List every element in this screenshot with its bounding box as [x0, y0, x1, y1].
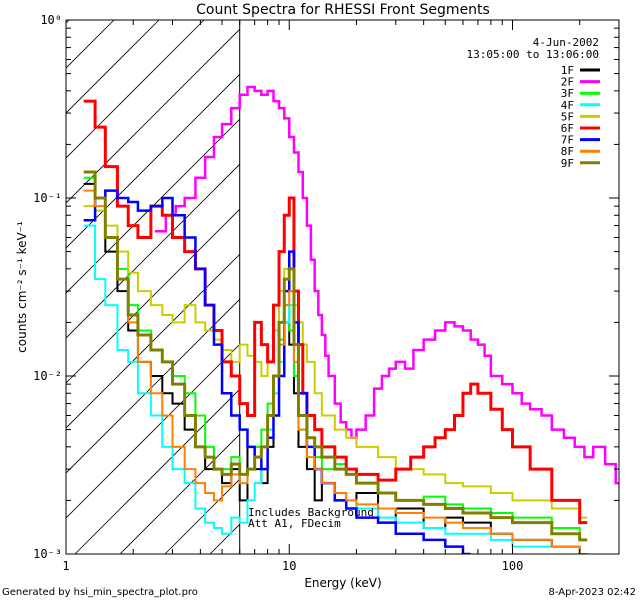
- series-layer: [83, 85, 619, 554]
- legend-label-3f: 3F: [561, 87, 574, 100]
- legend-label-7f: 7F: [561, 134, 574, 147]
- hatch-stroke: [345, 20, 640, 554]
- hatch-stroke: [66, 253, 240, 429]
- legend-label-1f: 1F: [561, 64, 574, 77]
- hatch-stroke: [66, 118, 240, 294]
- series-2f: [154, 85, 619, 485]
- legend-label-5f: 5F: [561, 110, 574, 123]
- hatch-stroke: [66, 20, 205, 159]
- hatch-stroke: [525, 20, 640, 554]
- hatch-stroke: [66, 298, 240, 474]
- axis-ticks: 1 10 100 10⁻³ 10⁻² 10⁻¹ 10⁰: [33, 13, 620, 573]
- generated-by-footer: Generated by hsi_min_spectra_plot.pro: [2, 587, 198, 598]
- x-tick-label: 10: [282, 559, 296, 573]
- y-tick-label: 10⁻³: [33, 547, 62, 561]
- hatch-stroke: [74, 388, 240, 554]
- y-tick-label: 10⁰: [40, 13, 62, 27]
- time-range-label: 13:05:00 to 13:06:00: [467, 48, 599, 61]
- timestamp-footer: 8-Apr-2023 02:42: [549, 587, 636, 598]
- y-axis-label: counts cm⁻² s⁻¹ keV⁻¹: [15, 221, 29, 353]
- hatch-stroke: [66, 163, 240, 339]
- hatch-stroke: [66, 208, 240, 384]
- y-tick-label: 10⁻¹: [33, 191, 62, 205]
- series-5f: [83, 205, 588, 519]
- annotation-background: Includes Background: [248, 506, 374, 519]
- hatch-stroke: [66, 343, 240, 519]
- legend-label-9f: 9F: [561, 157, 574, 170]
- series-7f: [83, 189, 471, 554]
- hatch-stroke: [66, 20, 70, 24]
- hatch-stroke: [66, 28, 240, 204]
- chart-title: Count Spectra for RHESSI Front Segments: [196, 2, 490, 18]
- hatch-stroke: [435, 20, 640, 554]
- series-9f: [83, 170, 588, 542]
- hatch-stroke: [570, 20, 640, 554]
- x-axis-label: Energy (keV): [304, 576, 381, 590]
- hatch-stroke: [66, 73, 240, 249]
- series-6f: [83, 99, 588, 525]
- hatch-stroke: [66, 20, 160, 114]
- legend-label-8f: 8F: [561, 145, 574, 158]
- hatch-stroke: [119, 433, 240, 554]
- legend-label-6f: 6F: [561, 122, 574, 135]
- hatch-stroke: [255, 20, 640, 554]
- x-tick-label: 1: [62, 559, 69, 573]
- date-label: 4-Jun-2002: [533, 36, 599, 49]
- plot-frame: [65, 19, 620, 555]
- annotation-attenuator: Att A1, FDecim: [248, 517, 341, 530]
- x-tick-label: 100: [502, 559, 524, 573]
- y-tick-label: 10⁻²: [33, 369, 62, 383]
- legend-label-4f: 4F: [561, 99, 574, 112]
- legend-label-2f: 2F: [561, 76, 574, 89]
